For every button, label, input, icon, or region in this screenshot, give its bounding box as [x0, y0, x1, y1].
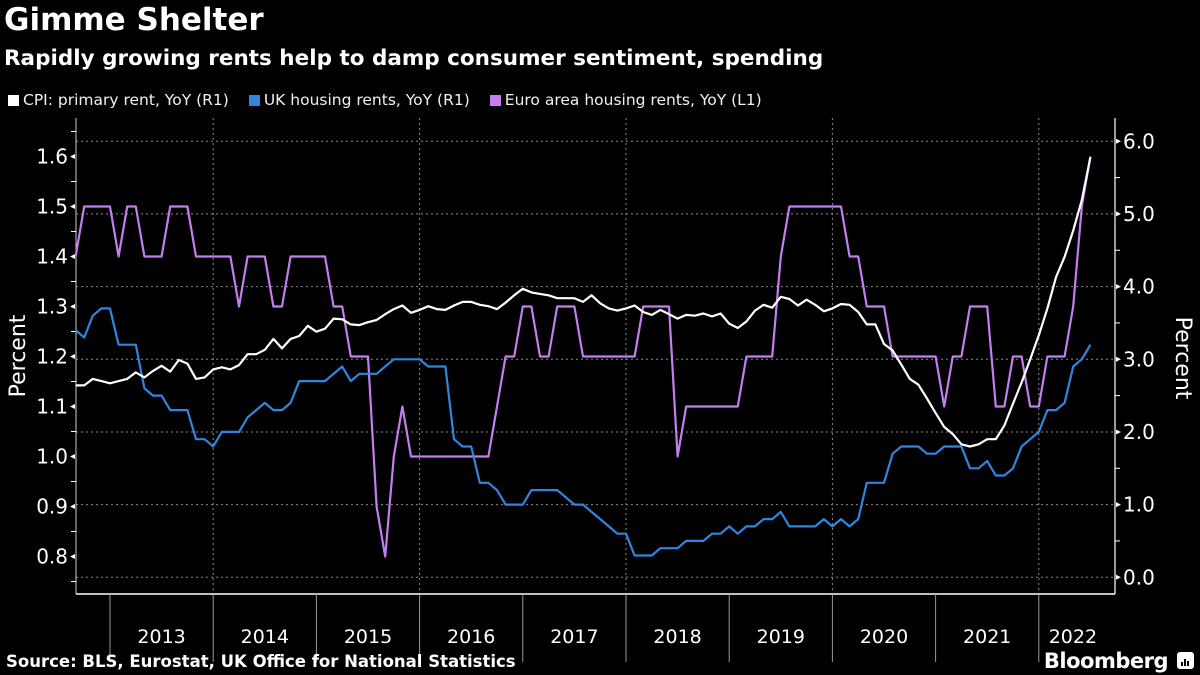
x-tick-label: 2019 [757, 626, 805, 648]
legend-swatch-cpi [8, 94, 19, 106]
right-axis-label: Percent [1170, 317, 1195, 400]
legend-label-cpi: CPI: primary rent, YoY (R1) [23, 91, 229, 109]
right-tick-arrow [1116, 356, 1121, 362]
right-tick-label: 6.0 [1123, 129, 1155, 153]
bloomberg-logo: Bloomberg [1043, 649, 1169, 673]
chart-subtitle: Rapidly growing rents help to damp consu… [4, 46, 824, 71]
legend-swatch-uk [248, 94, 260, 106]
left-tick-arrow [70, 404, 75, 409]
left-tick-label: 1.3 [36, 295, 68, 319]
right-axis-ticks: 0.0 1.0 2.0 3.0 4.0 5.0 6.0 [1115, 129, 1155, 589]
right-tick-arrow [1116, 502, 1121, 508]
right-tick-arrow [1116, 429, 1121, 435]
left-tick-label: 1.1 [36, 395, 68, 419]
left-tick-arrow [70, 304, 75, 309]
left-tick-arrow [70, 254, 75, 259]
right-tick-arrow [1116, 574, 1121, 580]
legend-item-cpi: CPI: primary rent, YoY (R1) [8, 89, 229, 111]
right-tick-arrow [1116, 138, 1121, 144]
x-tick-label: 2016 [447, 626, 495, 648]
left-tick-label: 0.8 [36, 545, 68, 569]
x-tick-label: 2015 [344, 626, 392, 648]
legend-item-uk: UK housing rents, YoY (R1) [248, 89, 470, 111]
chart-title: Gimme Shelter [4, 2, 264, 38]
left-tick-arrow [70, 204, 75, 209]
x-tick-label: 2020 [860, 626, 908, 648]
gridlines [76, 118, 1115, 594]
right-tick-label: 4.0 [1123, 275, 1155, 299]
left-tick-label: 1.6 [36, 145, 68, 169]
x-axis-ticks: 2013 2014 2015 2016 2017 2018 2019 2020 2021 2022 [109, 594, 1097, 662]
legend-swatch-euro [489, 94, 501, 106]
series-lines [74, 156, 1092, 558]
x-tick-label: 2013 [137, 626, 185, 648]
left-axis-ticks: 0.8 0.9 1.0 1.1 1.2 1.3 1.4 1.5 1.6 [36, 131, 76, 582]
left-tick-arrow [70, 504, 75, 509]
left-tick-arrow [70, 454, 75, 459]
legend-label-uk: UK housing rents, YoY (R1) [263, 91, 470, 109]
x-tick-label: 2018 [653, 626, 701, 648]
right-tick-arrow [1116, 211, 1121, 217]
left-tick-arrow [70, 554, 75, 559]
series-line-uk-housing-rents [74, 307, 1092, 557]
right-tick-label: 1.0 [1123, 493, 1155, 517]
left-tick-label: 1.5 [36, 195, 68, 219]
right-tick-label: 3.0 [1123, 347, 1155, 371]
legend: CPI: primary rent, YoY (R1) UK housing r… [8, 89, 762, 111]
axes [75, 118, 1116, 595]
left-axis-label: Percent [6, 314, 31, 397]
right-tick-label: 5.0 [1123, 202, 1155, 226]
left-tick-arrow [70, 154, 75, 159]
right-tick-arrow [1116, 284, 1121, 290]
left-tick-label: 1.0 [36, 445, 68, 469]
bloomberg-chart-icon [1177, 652, 1194, 669]
x-tick-label: 2021 [963, 626, 1011, 648]
left-tick-label: 1.2 [36, 345, 68, 369]
source-note: Source: BLS, Eurostat, UK Office for Nat… [6, 652, 516, 671]
left-tick-label: 0.9 [36, 495, 68, 519]
series-line-cpi-primary-rent [75, 156, 1092, 448]
legend-label-euro: Euro area housing rents, YoY (L1) [504, 91, 762, 109]
left-tick-arrow [70, 354, 75, 359]
x-tick-label: 2017 [550, 626, 598, 648]
right-tick-label: 2.0 [1123, 420, 1155, 444]
left-tick-label: 1.4 [36, 245, 68, 269]
series-line-euro-area-housing-rents [74, 156, 1092, 558]
right-tick-label: 0.0 [1123, 565, 1155, 589]
legend-item-euro: Euro area housing rents, YoY (L1) [489, 89, 762, 111]
x-tick-label: 2022 [1049, 626, 1097, 648]
x-tick-label: 2014 [241, 626, 289, 648]
